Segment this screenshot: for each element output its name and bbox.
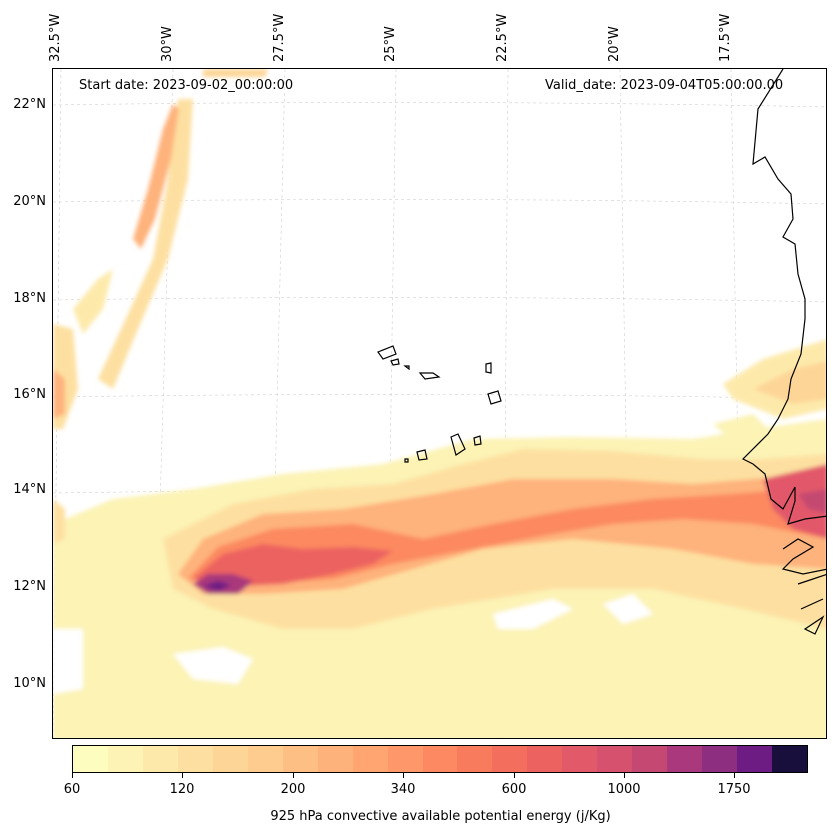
map-panel [52,68,827,739]
colorbar-segment [282,746,318,772]
colorbar-segment [597,746,633,772]
lat-label: 14°N [13,482,46,497]
lon-label: 22.5°W [495,13,510,62]
lat-label: 18°N [13,291,46,306]
colorbar-tick-label: 60 [63,782,81,797]
contour-streak-2 [133,104,179,249]
lon-label: 25°W [383,26,398,62]
colorbar-segment [562,746,598,772]
lon-label: 32.5°W [48,13,63,62]
contour-ne-2 [753,361,826,404]
valid-date-label: Valid_date: 2023-09-04T05:00:00.00 [545,78,784,93]
coastline-island-sao-nicolau [418,372,441,380]
lon-label: 30°W [160,26,175,62]
colorbar-segment [212,746,248,772]
colorbar-segment [457,746,493,772]
colorbar-tick-label: 120 [169,782,195,797]
lon-label: 20°W [607,26,622,62]
coastline-island-maio [473,435,482,446]
contour-level-5 [193,544,393,587]
contour-streak-3 [73,269,113,334]
coastlines [377,69,826,635]
colorbar-segment [317,746,353,772]
coastline-island-santa-luzia [403,365,410,371]
colorbar-segment [632,746,668,772]
colorbar-tick [734,773,735,778]
colorbar-segment [772,746,808,772]
lon-label: 17.5°W [718,13,733,62]
cape-contours [53,69,826,738]
colorbar-tick [624,773,625,778]
colorbar-segment [352,746,388,772]
coastline-island-fogo [416,449,428,461]
colorbar-tick [293,773,294,778]
colorbar-tick-label: 200 [280,782,306,797]
colorbar-segment [527,746,563,772]
colorbar-segment [177,746,213,772]
coastline-island-sal [485,362,492,374]
lat-label: 12°N [13,579,46,594]
coastline-island-santiago [450,433,466,456]
colorbar-tick [514,773,515,778]
contour-west-2 [53,369,65,419]
contour-hole-4 [53,629,83,694]
colorbar-segment [667,746,703,772]
contour-streak-1 [98,99,193,389]
colorbar-tick [72,773,73,778]
lat-label: 20°N [13,194,46,209]
lat-label: 22°N [13,97,46,112]
start-date-label: Start date: 2023-09-02_00:00:00 [79,78,294,93]
gridline-lat-16 [53,394,826,400]
contour-hole-1 [173,647,253,684]
coastline-island-brava [404,458,409,463]
lon-label: 27.5°W [272,13,287,62]
cape-map [53,69,826,738]
contour-east-core [798,489,826,514]
colorbar-tick-label: 1000 [607,782,641,797]
contour-hole-2 [493,599,573,629]
colorbar-segment [737,746,773,772]
contour-top-patch [203,69,268,77]
contour-level-7 [203,581,231,591]
lat-label: 16°N [13,387,46,402]
colorbar-tick-label: 600 [501,782,527,797]
contour-ne-3 [713,414,773,441]
colorbar-tick-label: 340 [390,782,416,797]
colorbar-tick-label: 1750 [717,782,751,797]
coastline-island-santo-antao [377,345,397,360]
gridline-lat-18 [53,297,826,303]
colorbar-segment [492,746,528,772]
gridline-lat-22 [53,102,826,108]
coastline-island-boa-vista [487,390,502,405]
colorbar-tick [403,773,404,778]
contour-west-3 [53,499,65,544]
coastline-africa [741,69,826,635]
colorbar-segment [73,746,108,772]
colorbar-segment [702,746,738,772]
contour-hole-3 [603,594,653,624]
colorbar-title: 925 hPa convective available potential e… [270,809,611,824]
colorbar [72,745,808,773]
lat-label: 10°N [13,676,46,691]
coastline-island-sao-vicente [390,358,400,366]
colorbar-segment [247,746,283,772]
colorbar-segment [142,746,178,772]
colorbar-segment [422,746,458,772]
colorbar-segment [107,746,143,772]
colorbar-tick [182,773,183,778]
colorbar-segment [387,746,423,772]
